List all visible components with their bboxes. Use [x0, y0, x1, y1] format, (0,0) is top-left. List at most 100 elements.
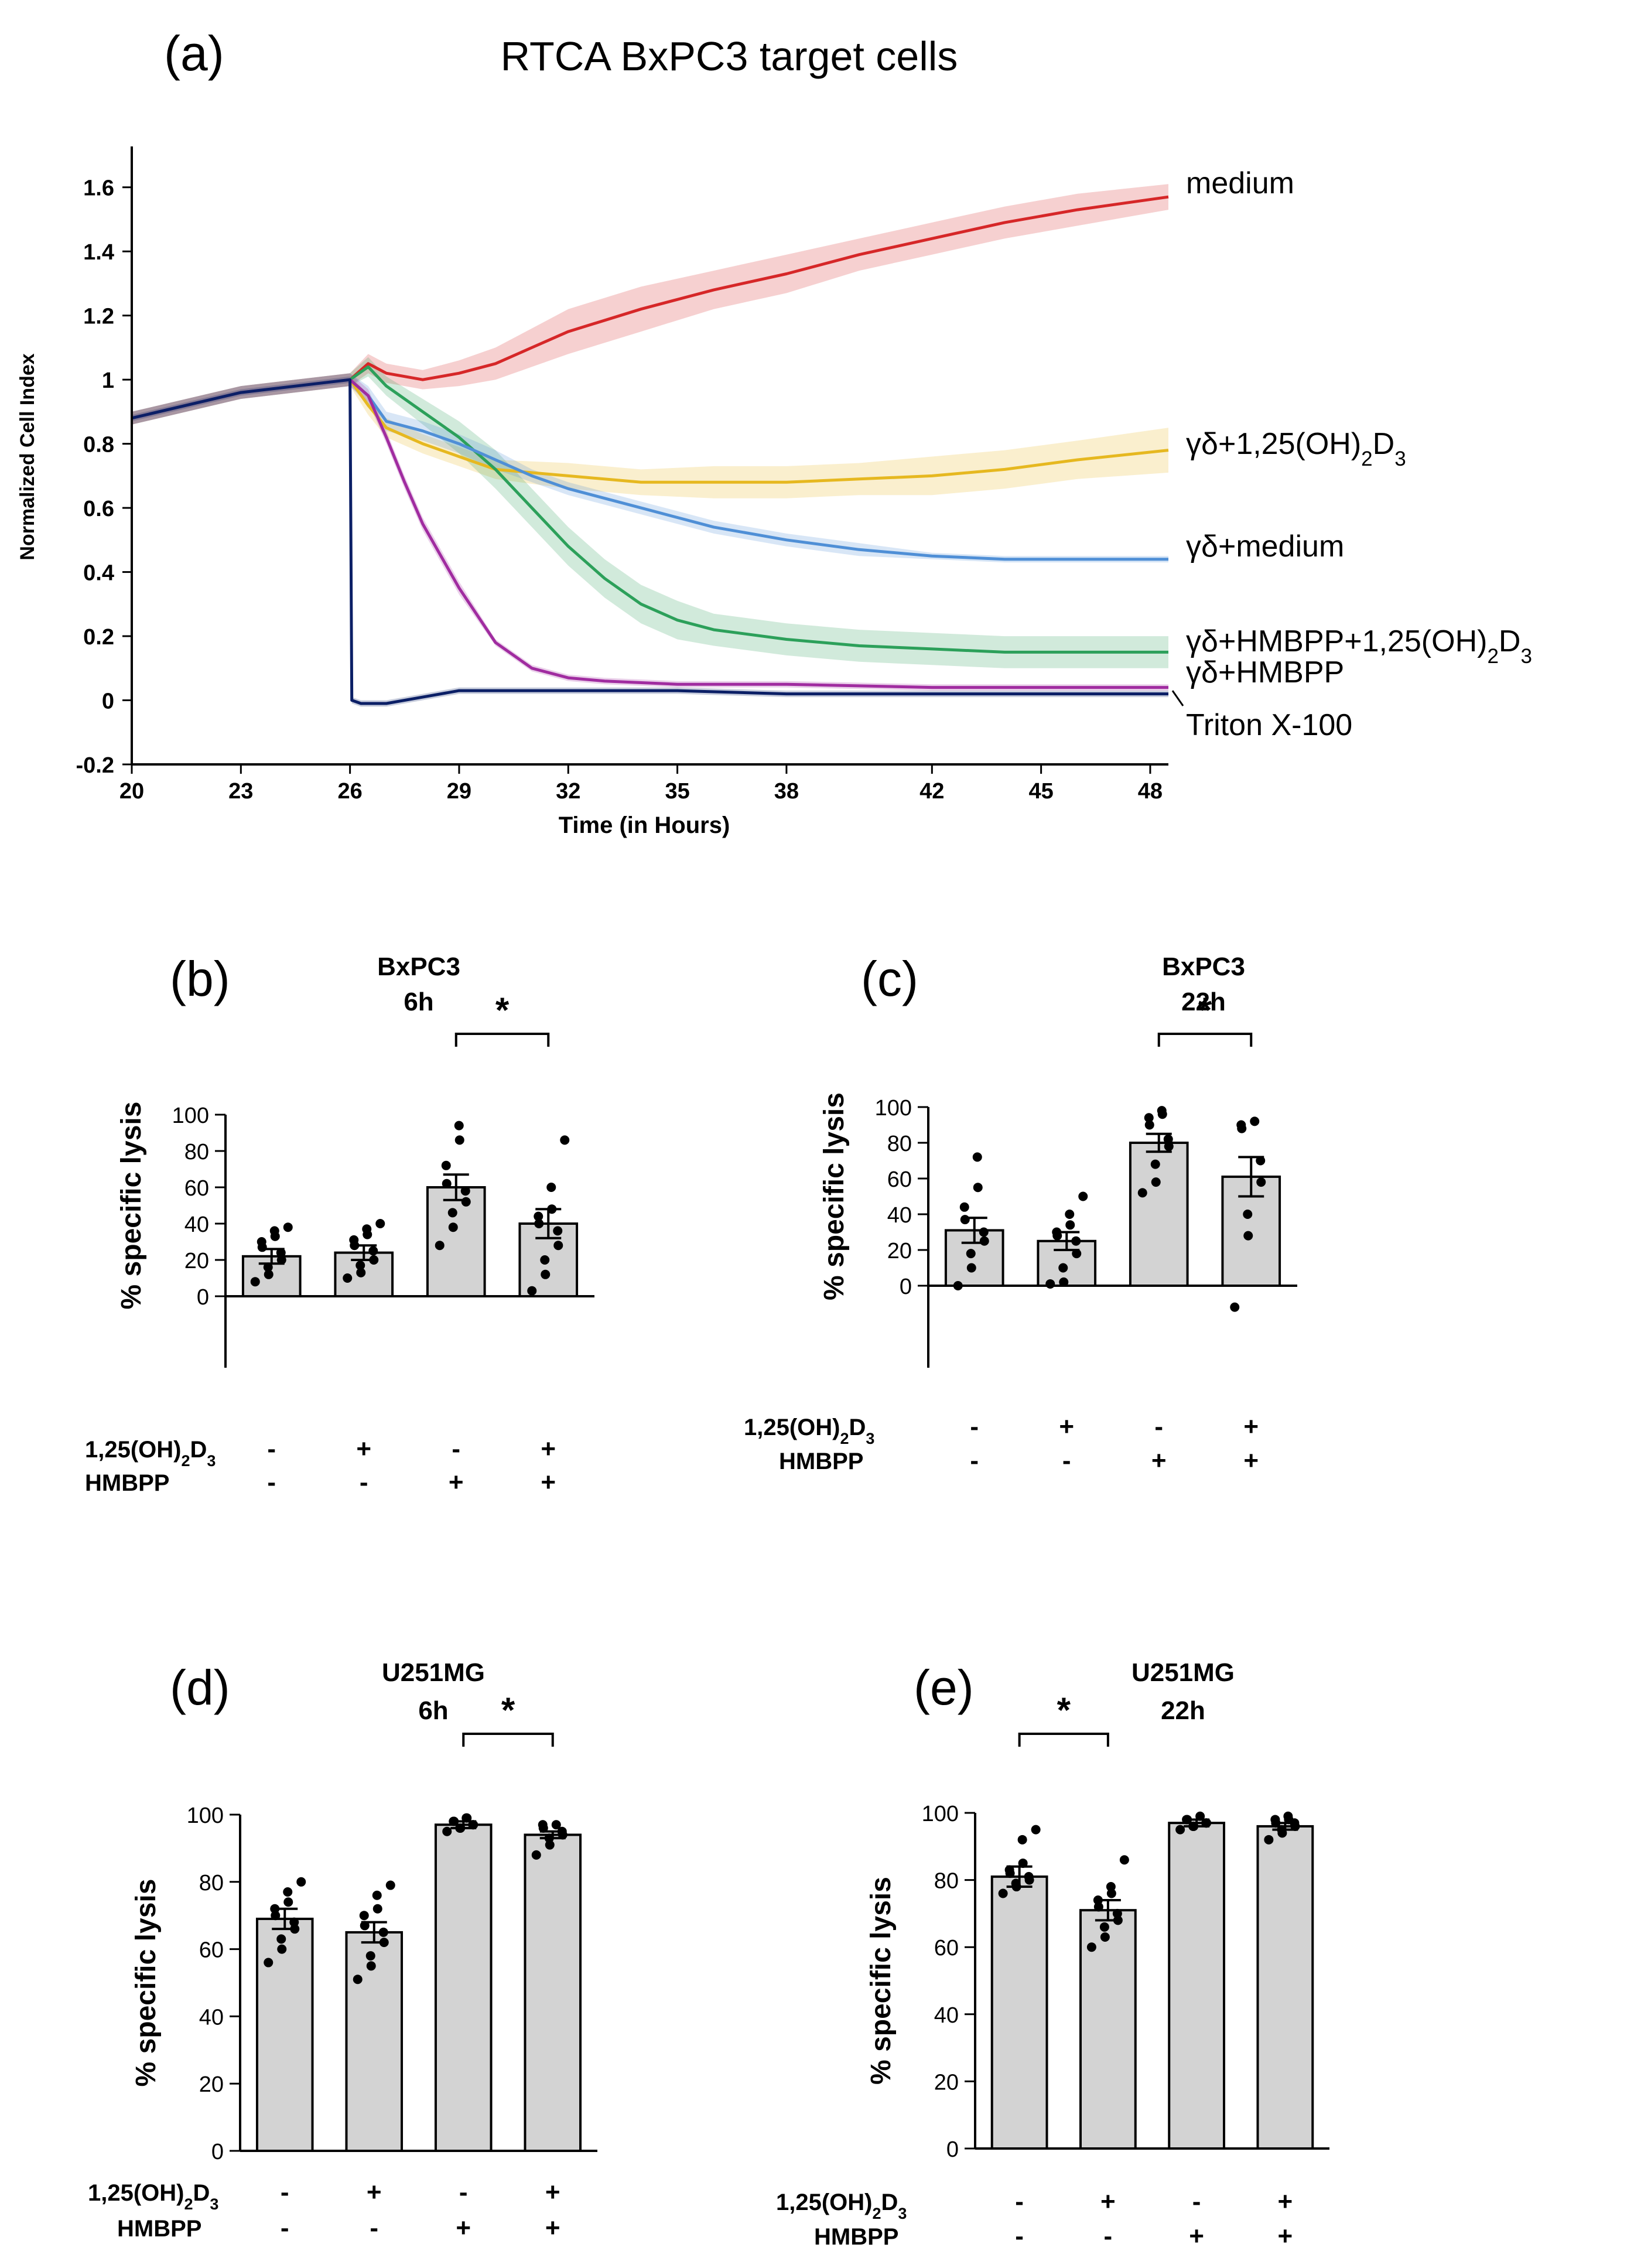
- row-label: 1,25(OH)2D3: [744, 1415, 874, 1447]
- y-tick-label: 60: [199, 1938, 224, 1963]
- chart-title: BxPC3: [1162, 952, 1245, 981]
- data-point: [998, 1888, 1008, 1898]
- y-tick-label-a: 1.6: [83, 176, 114, 201]
- data-point: [1150, 1159, 1160, 1169]
- data-point: [953, 1281, 963, 1290]
- data-point: [546, 1183, 556, 1192]
- series-line-3: [131, 365, 1168, 654]
- condition-sign: -: [970, 1446, 979, 1475]
- legend-label-0: medium: [1186, 166, 1294, 200]
- x-tick-label-a: 23: [228, 779, 253, 804]
- data-point: [1086, 1942, 1096, 1952]
- condition-sign: -: [267, 1434, 276, 1463]
- legend-label-4: γδ+HMBPP: [1186, 655, 1344, 689]
- data-point: [290, 1924, 300, 1934]
- condition-sign: -: [281, 2214, 289, 2242]
- condition-sign: +: [356, 1434, 371, 1463]
- y-tick-label: 0: [900, 1275, 912, 1299]
- triton-pointer: [1171, 690, 1184, 706]
- y-tick-label: 0: [197, 1285, 209, 1310]
- condition-sign: +: [1243, 1412, 1259, 1441]
- data-point: [372, 1904, 382, 1914]
- significance-bracket: [462, 1733, 554, 1747]
- y-axis-label: % specific lysis: [866, 1877, 897, 2085]
- y-tick-label-a: 0.2: [83, 625, 114, 650]
- y-tick-label: 40: [934, 2003, 959, 2028]
- bar: [1256, 1825, 1314, 2150]
- data-point: [979, 1236, 989, 1246]
- x-tick-label-a: 45: [1028, 779, 1053, 804]
- data-point: [276, 1248, 286, 1258]
- data-point: [1078, 1191, 1088, 1201]
- chart-title: BxPC3: [377, 952, 460, 981]
- y-tick-label-a: 0.6: [83, 497, 114, 521]
- data-point: [557, 1826, 567, 1836]
- x-tick-label-a: 42: [919, 779, 944, 804]
- data-point: [462, 1813, 471, 1823]
- data-point: [1163, 1134, 1173, 1144]
- condition-sign: -: [1062, 1446, 1071, 1475]
- data-point: [553, 1226, 563, 1236]
- condition-sign: -: [1104, 2222, 1113, 2250]
- data-point: [276, 1934, 286, 1944]
- x-tick-label-a: 29: [447, 779, 471, 804]
- data-point: [544, 1833, 554, 1843]
- y-tick-label-a: 0.4: [83, 561, 114, 586]
- data-point: [468, 1820, 478, 1830]
- data-point: [1144, 1120, 1154, 1130]
- data-point: [460, 1186, 470, 1196]
- bar: [426, 1186, 486, 1297]
- data-point: [362, 1224, 372, 1234]
- data-point: [283, 1897, 293, 1907]
- y-tick-label: 20: [184, 1249, 209, 1273]
- data-point: [973, 1183, 983, 1193]
- data-point: [1031, 1825, 1041, 1835]
- data-point: [966, 1263, 976, 1273]
- series-line-0: [131, 195, 1169, 420]
- chart-4: (e) U251MG 22h 0 20 40 60 80 100 % specific lysis…: [776, 1658, 1329, 2250]
- panel-letter: (e): [914, 1660, 974, 1715]
- data-point: [448, 1222, 458, 1232]
- condition-sign: -: [459, 2178, 468, 2206]
- condition-sign: -: [1015, 2222, 1024, 2250]
- data-point: [276, 1255, 286, 1265]
- y-tick-label: 20: [934, 2070, 959, 2095]
- data-point: [1175, 1825, 1185, 1835]
- condition-sign: +: [1151, 1446, 1167, 1475]
- data-point: [966, 1249, 976, 1259]
- data-point: [960, 1215, 970, 1225]
- data-point: [972, 1152, 982, 1162]
- significance-star: *: [1198, 990, 1212, 1030]
- condition-sign: +: [1100, 2187, 1116, 2216]
- significance-star: *: [495, 990, 510, 1030]
- y-tick-label: 0: [211, 2140, 224, 2164]
- data-point: [385, 1880, 395, 1890]
- chart-2: (c) BxPC3 22h 0 20 40 60 80 100 % specific lysis 1…: [744, 951, 1297, 1475]
- condition-sign: -: [1154, 1412, 1163, 1441]
- condition-sign: -: [970, 1412, 979, 1441]
- data-point: [1157, 1106, 1167, 1116]
- y-tick-label: 80: [184, 1140, 209, 1164]
- panel-letter: (b): [170, 951, 230, 1006]
- data-point: [289, 1917, 299, 1927]
- data-point: [1264, 1835, 1274, 1845]
- significance-bracket: [1018, 1733, 1109, 1747]
- y-tick-label: 40: [199, 2005, 224, 2030]
- y-tick-label: 100: [187, 1804, 224, 1828]
- data-point: [1151, 1177, 1161, 1187]
- data-point: [1072, 1249, 1082, 1259]
- row-label: HMBPP: [814, 2224, 898, 2250]
- significance-bracket: [454, 1033, 550, 1047]
- y-tick-label-a: -0.2: [76, 753, 114, 778]
- data-point: [1112, 1908, 1122, 1918]
- data-point: [441, 1160, 451, 1170]
- condition-sign: -: [370, 2214, 378, 2242]
- data-point: [1243, 1210, 1253, 1219]
- data-point: [1164, 1142, 1174, 1152]
- condition-sign: -: [1192, 2187, 1201, 2216]
- x-tick-label-a: 20: [119, 779, 144, 804]
- data-point: [1119, 1855, 1129, 1865]
- data-point: [534, 1211, 543, 1221]
- data-point: [1058, 1263, 1068, 1273]
- data-point: [1093, 1902, 1103, 1912]
